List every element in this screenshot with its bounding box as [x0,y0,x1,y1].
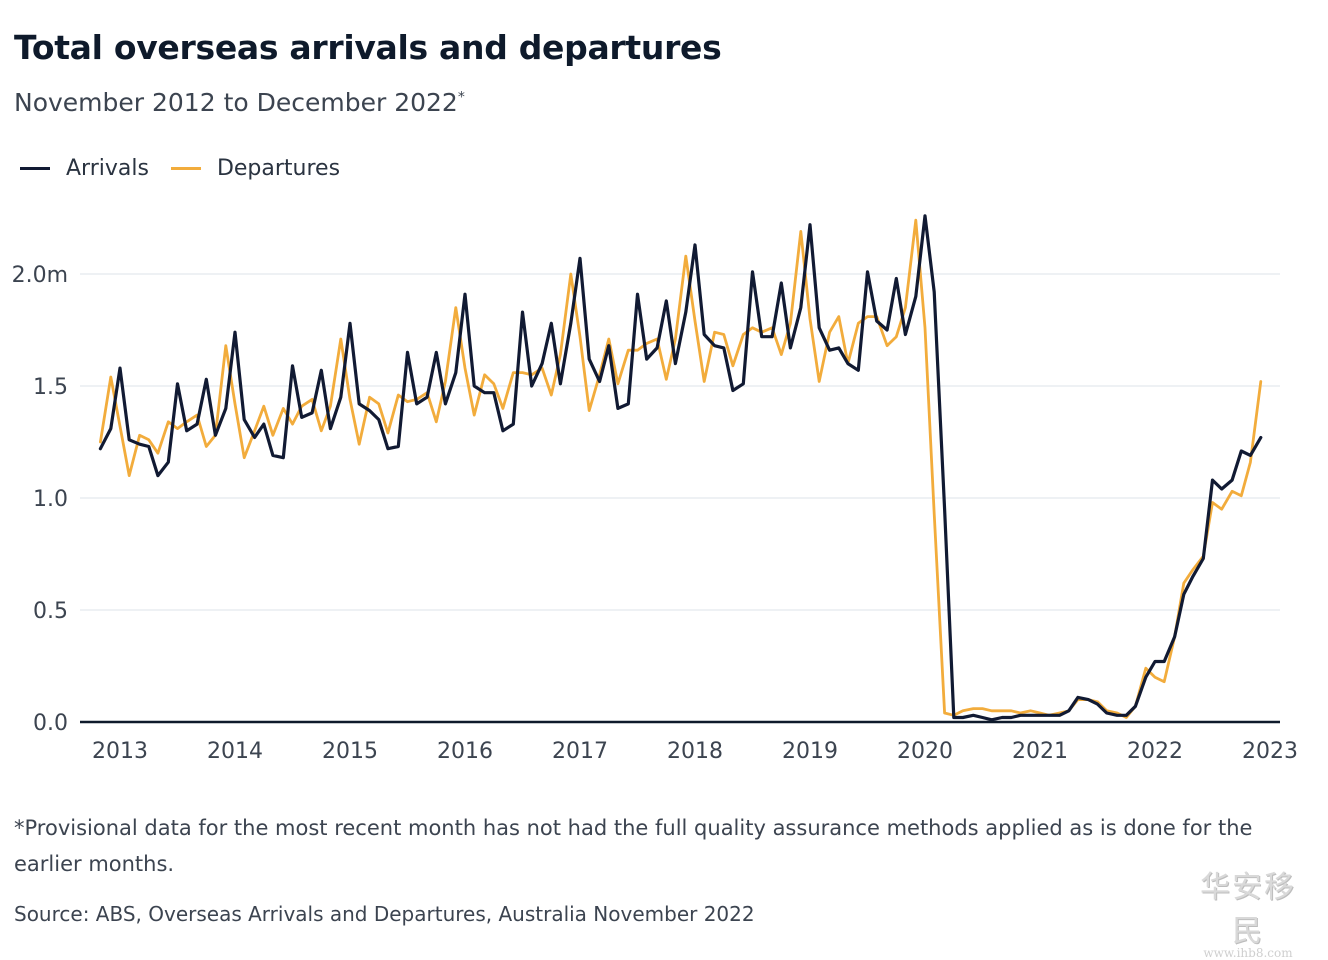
x-tick-label: 2019 [782,739,838,764]
x-tick-label: 2023 [1242,739,1298,764]
x-tick-label: 2020 [897,739,953,764]
chart-title: Total overseas arrivals and departures [14,28,722,67]
subtitle-footnote-marker: * [457,89,465,106]
legend-swatch-arrivals [20,167,50,170]
line-chart: 0.0 0.5 1.0 1.5 2.0m 2013 2014 2015 2016 2017 2018… [12,214,1298,764]
x-tick-label: 2021 [1012,739,1068,764]
chart-legend: Arrivals Departures [20,156,362,181]
x-tick-label: 2015 [322,739,378,764]
series-line-departures [99,218,1263,719]
subtitle-text: November 2012 to December 2022 [14,88,458,117]
legend-label-arrivals: Arrivals [66,156,149,181]
y-tick-label: 0.5 [33,599,68,624]
series-line-arrivals [98,214,1263,722]
y-tick-label: 1.5 [33,375,68,400]
watermark-text: 华安移民 [1200,870,1296,949]
legend-item-arrivals: Arrivals [20,156,149,181]
legend-label-departures: Departures [216,156,341,181]
x-tick-label: 2017 [552,739,608,764]
source-note: Source: ABS, Overseas Arrivals and Depar… [14,902,755,926]
x-tick-label: 2018 [667,739,723,764]
legend-swatch-departures [170,167,201,170]
footnote: *Provisional data for the most recent mo… [14,816,1253,876]
y-tick-label: 2.0m [12,263,68,288]
y-tick-label: 1.0 [33,487,68,512]
watermark-url: www.ihb8.com [1203,946,1293,960]
x-tick-label: 2016 [437,739,493,764]
x-tick-label: 2013 [92,739,148,764]
watermark-logo: 华安移民 www.ihb8.com [1186,862,1310,960]
legend-item-departures: Departures [170,156,341,181]
x-tick-label: 2014 [207,739,263,764]
chart-subtitle: November 2012 to December 2022* [14,88,465,117]
x-tick-label: 2022 [1127,739,1183,764]
y-tick-label: 0.0 [33,711,68,736]
